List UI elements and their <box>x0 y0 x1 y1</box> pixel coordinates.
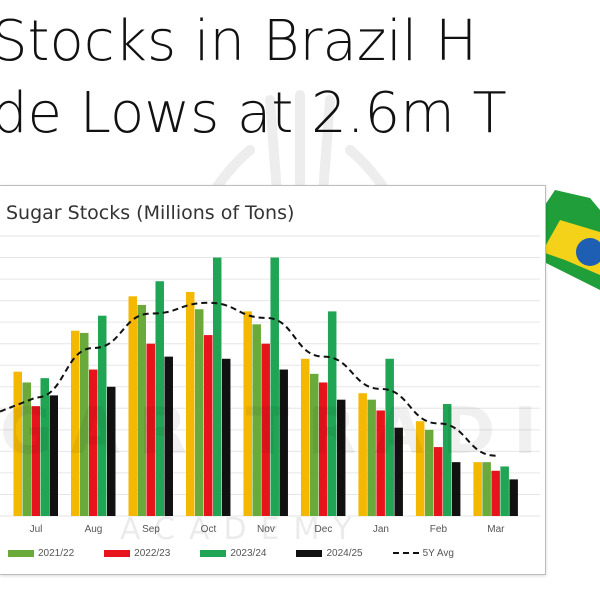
bar-2021-22-mar <box>482 462 491 516</box>
x-tick-label: Nov <box>257 524 275 535</box>
chart-plot: Jul Aug Sep Oct Nov Dec Jan Feb Mar <box>0 235 540 535</box>
legend-label-2024-25: 2024/25 <box>326 547 363 559</box>
x-tick-label: Feb <box>430 524 448 535</box>
legend-swatch-2024-25 <box>296 549 323 557</box>
bar-series-0-aug <box>70 330 80 516</box>
bar-2024-25-jul <box>49 395 58 516</box>
headline-line-2: de Lows at 2.6m T <box>0 81 507 146</box>
headline-line-1: Stocks in Brazil H <box>0 9 478 74</box>
bar-2024-25-feb <box>451 462 461 516</box>
bar-series-0-jan <box>358 393 367 516</box>
legend-item-5y-avg: 5Y Avg <box>392 547 454 559</box>
bar-2021-22-feb <box>424 429 434 516</box>
bar-2023-24-sep <box>155 281 164 516</box>
bar-2024-25-jan <box>394 427 403 516</box>
bar-2022-23-dec <box>318 382 328 516</box>
x-tick-label: Aug <box>85 524 103 535</box>
bar-2024-25-aug <box>106 386 116 516</box>
legend-label-2022-23: 2022/23 <box>134 547 171 559</box>
legend-label-2021-22: 2021/22 <box>38 547 75 559</box>
bar-2024-25-nov <box>279 369 288 516</box>
bar-2021-22-sep <box>137 304 146 516</box>
bar-2021-22-jul <box>22 382 31 516</box>
bar-series-0-nov <box>243 311 252 516</box>
legend-swatch-2021-22 <box>8 549 34 557</box>
bar-2024-25-oct <box>221 358 231 516</box>
x-tick-label: Oct <box>201 524 217 535</box>
legend-item-2024-25: 2024/25 <box>296 547 363 559</box>
legend-swatch-5y-avg <box>392 552 419 554</box>
bar-2024-25-mar <box>509 479 518 516</box>
bar-2022-23-sep <box>146 343 155 516</box>
bar-2021-22-nov <box>252 324 261 516</box>
bar-2023-24-oct <box>212 257 222 516</box>
bar-series-0-oct <box>185 292 195 516</box>
bar-2023-24-nov <box>270 257 279 516</box>
bar-2022-23-jan <box>376 410 385 516</box>
bar-2022-23-nov <box>261 343 270 516</box>
bar-2023-24-feb <box>442 404 452 516</box>
bar-2024-25-dec <box>336 399 346 516</box>
legend-swatch-2023-24 <box>200 549 227 557</box>
bar-series-0-feb <box>415 421 425 516</box>
bar-2023-24-jul <box>40 378 49 516</box>
legend-swatch-2022-23 <box>104 549 131 557</box>
bar-2023-24-jan <box>385 358 394 516</box>
bar-series-0-sep <box>128 296 137 516</box>
legend-item-2021-22: 2021/22 <box>8 548 74 559</box>
bar-2022-23-mar <box>491 470 500 516</box>
legend-item-2022-23: 2022/23 <box>104 548 170 559</box>
chart-title: Sugar Stocks (Millions of Tons) <box>6 202 295 224</box>
legend-item-2023-24: 2023/24 <box>200 548 266 559</box>
bar-series-0-mar <box>473 462 482 516</box>
bar-2023-24-mar <box>500 466 509 516</box>
x-tick-label: Jul <box>30 524 43 535</box>
bar-2023-24-aug <box>97 315 107 516</box>
x-tick-label: Mar <box>487 524 505 535</box>
legend-label-5y-avg: 5Y Avg <box>422 547 454 559</box>
headline: Stocks in Brazil H de Lows at 2.6m T <box>0 6 600 150</box>
bar-2021-22-dec <box>309 373 319 516</box>
legend-label-2023-24: 2023/24 <box>230 547 267 559</box>
bar-2022-23-jul <box>31 406 40 516</box>
chart-legend: 2021/22 2022/23 2023/24 2024/25 5Y Avg <box>8 544 484 562</box>
x-tick-label: Jan <box>373 524 389 535</box>
bar-2022-23-feb <box>433 447 443 516</box>
x-tick-label: Dec <box>315 524 333 535</box>
bar-series-0-dec <box>300 358 310 516</box>
avg-line-5y <box>0 301 496 457</box>
bar-2021-22-jan <box>367 399 376 516</box>
bar-2023-24-dec <box>327 311 337 516</box>
bar-2022-23-oct <box>203 335 213 516</box>
bar-series-0-jul <box>13 371 22 516</box>
bar-2022-23-aug <box>88 369 98 516</box>
bar-2021-22-aug <box>79 332 89 516</box>
chart-panel: Jul Aug Sep Oct Nov Dec Jan Feb Mar Sugar Stocks… <box>0 185 546 575</box>
bar-2021-22-oct <box>194 309 204 516</box>
bar-2024-25-sep <box>164 356 173 516</box>
x-tick-label: Sep <box>142 524 160 535</box>
